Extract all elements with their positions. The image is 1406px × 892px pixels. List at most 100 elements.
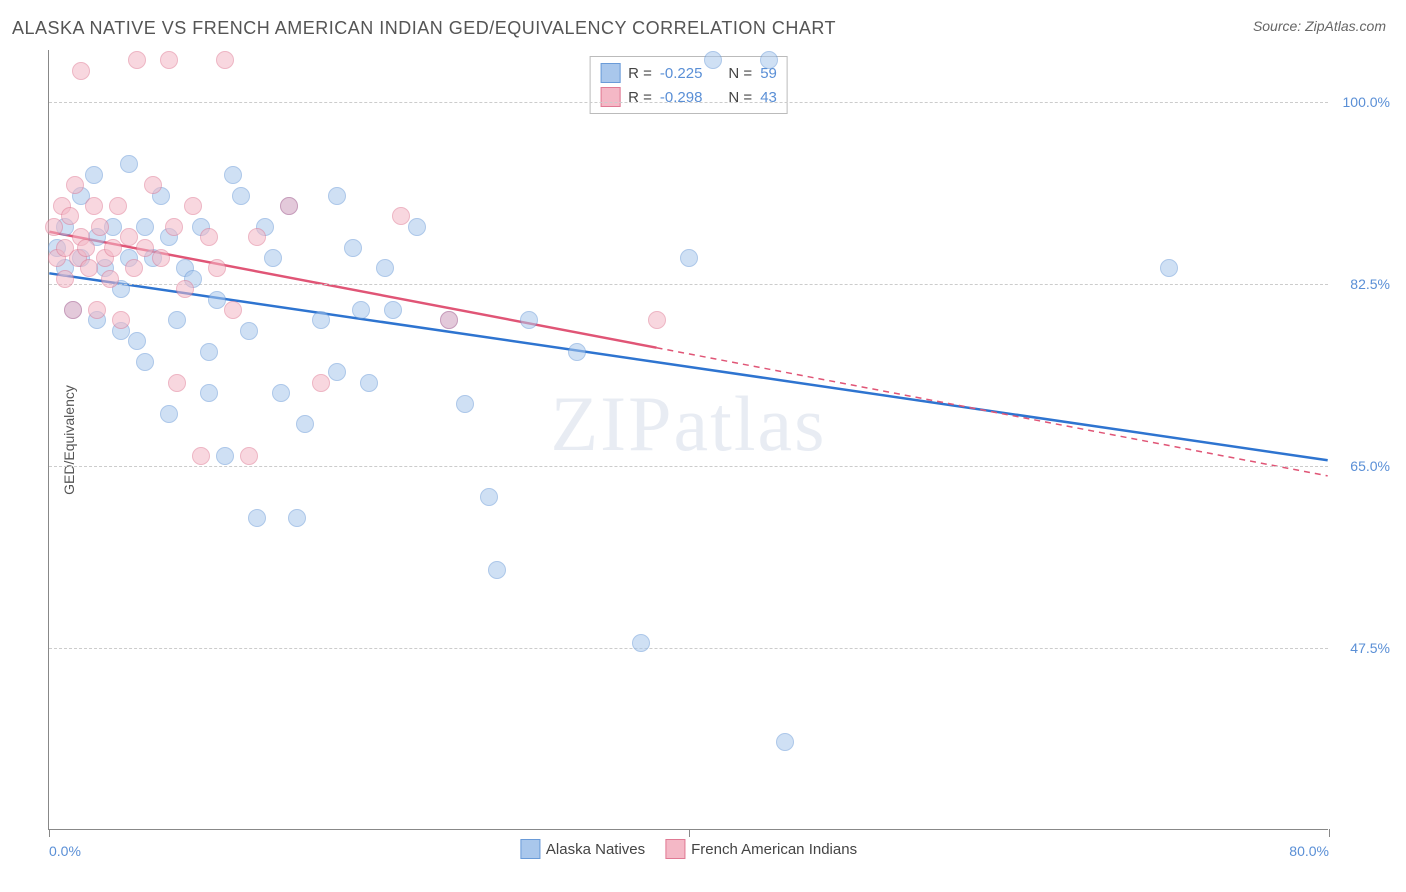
- alaska-point: [312, 311, 330, 329]
- french-point: [312, 374, 330, 392]
- x-tick-label: 0.0%: [49, 843, 81, 859]
- alaska-point: [224, 166, 242, 184]
- alaska-point: [760, 51, 778, 69]
- french-point: [72, 62, 90, 80]
- alaska-point: [704, 51, 722, 69]
- alaska-point: [328, 187, 346, 205]
- french-point: [648, 311, 666, 329]
- french-point: [200, 228, 218, 246]
- alaska-point: [120, 155, 138, 173]
- french-point: [45, 218, 63, 236]
- alaska-point: [344, 239, 362, 257]
- legend-row-french: R =-0.298N =43: [600, 85, 777, 109]
- r-value: -0.225: [660, 65, 703, 82]
- french-point: [440, 311, 458, 329]
- legend-item-french: French American Indians: [665, 839, 857, 859]
- alaska-point: [208, 291, 226, 309]
- alaska-point: [360, 374, 378, 392]
- alaska-point: [240, 322, 258, 340]
- french-point: [392, 207, 410, 225]
- alaska-point: [216, 447, 234, 465]
- alaska-point: [128, 332, 146, 350]
- alaska-point: [632, 634, 650, 652]
- n-label: N =: [728, 65, 752, 82]
- alaska-point: [352, 301, 370, 319]
- alaska-point: [232, 187, 250, 205]
- alaska-point: [680, 249, 698, 267]
- french-point: [208, 259, 226, 277]
- alaska-point: [272, 384, 290, 402]
- y-axis-label: GED/Equivalency: [61, 385, 77, 495]
- french-point: [80, 259, 98, 277]
- french-point: [125, 259, 143, 277]
- french-point: [128, 51, 146, 69]
- gridline: [49, 102, 1328, 103]
- alaska-point: [408, 218, 426, 236]
- alaska-point: [376, 259, 394, 277]
- y-tick-label: 82.5%: [1350, 276, 1390, 292]
- alaska-point: [200, 343, 218, 361]
- legend-row-alaska: R =-0.225N =59: [600, 61, 777, 85]
- y-tick-label: 47.5%: [1350, 640, 1390, 656]
- french-point: [152, 249, 170, 267]
- french-point: [77, 239, 95, 257]
- alaska-point: [328, 363, 346, 381]
- correlation-legend: R =-0.225N =59R =-0.298N =43: [589, 56, 788, 114]
- french-point: [240, 447, 258, 465]
- alaska-point: [296, 415, 314, 433]
- french-point: [176, 280, 194, 298]
- french-point: [85, 197, 103, 215]
- french-point: [248, 228, 266, 246]
- r-label: R =: [628, 65, 652, 82]
- gridline: [49, 284, 1328, 285]
- watermark: ZIPatlas: [551, 379, 827, 469]
- y-tick-label: 100.0%: [1343, 94, 1390, 110]
- french-point: [184, 197, 202, 215]
- french-point: [61, 207, 79, 225]
- french-point: [64, 301, 82, 319]
- french-point: [168, 374, 186, 392]
- french-point: [91, 218, 109, 236]
- chart-title: ALASKA NATIVE VS FRENCH AMERICAN INDIAN …: [12, 18, 836, 39]
- alaska-point: [168, 311, 186, 329]
- alaska-point: [488, 561, 506, 579]
- french-point: [112, 311, 130, 329]
- scatter-chart: GED/Equivalency ZIPatlas R =-0.225N =59R…: [48, 50, 1328, 830]
- alaska-point: [200, 384, 218, 402]
- gridline: [49, 648, 1328, 649]
- french-point: [56, 270, 74, 288]
- alaska-point: [1160, 259, 1178, 277]
- source-attribution: Source: ZipAtlas.com: [1253, 18, 1386, 36]
- x-tick: [689, 829, 690, 837]
- x-tick-label: 80.0%: [1289, 843, 1329, 859]
- series-legend: Alaska Natives French American Indians: [520, 839, 857, 859]
- alaska-swatch: [520, 839, 540, 859]
- alaska-point: [288, 509, 306, 527]
- french-point: [101, 270, 119, 288]
- french-point: [120, 228, 138, 246]
- french-point: [104, 239, 122, 257]
- trend-lines: [49, 50, 1328, 829]
- french-point: [109, 197, 127, 215]
- alaska-point: [264, 249, 282, 267]
- y-tick-label: 65.0%: [1350, 458, 1390, 474]
- x-tick: [1329, 829, 1330, 837]
- french-point: [88, 301, 106, 319]
- alaska-point: [136, 218, 154, 236]
- gridline: [49, 466, 1328, 467]
- alaska-point: [384, 301, 402, 319]
- alaska-swatch: [600, 63, 620, 83]
- source-name: ZipAtlas.com: [1305, 18, 1386, 34]
- source-prefix: Source:: [1253, 18, 1305, 34]
- french-point: [280, 197, 298, 215]
- alaska-point: [520, 311, 538, 329]
- alaska-point: [160, 405, 178, 423]
- alaska-point: [568, 343, 586, 361]
- french-point: [192, 447, 210, 465]
- legend-item-alaska: Alaska Natives: [520, 839, 645, 859]
- french-point: [224, 301, 242, 319]
- french-swatch: [600, 87, 620, 107]
- x-tick: [49, 829, 50, 837]
- french-point: [136, 239, 154, 257]
- legend-label: French American Indians: [691, 841, 857, 858]
